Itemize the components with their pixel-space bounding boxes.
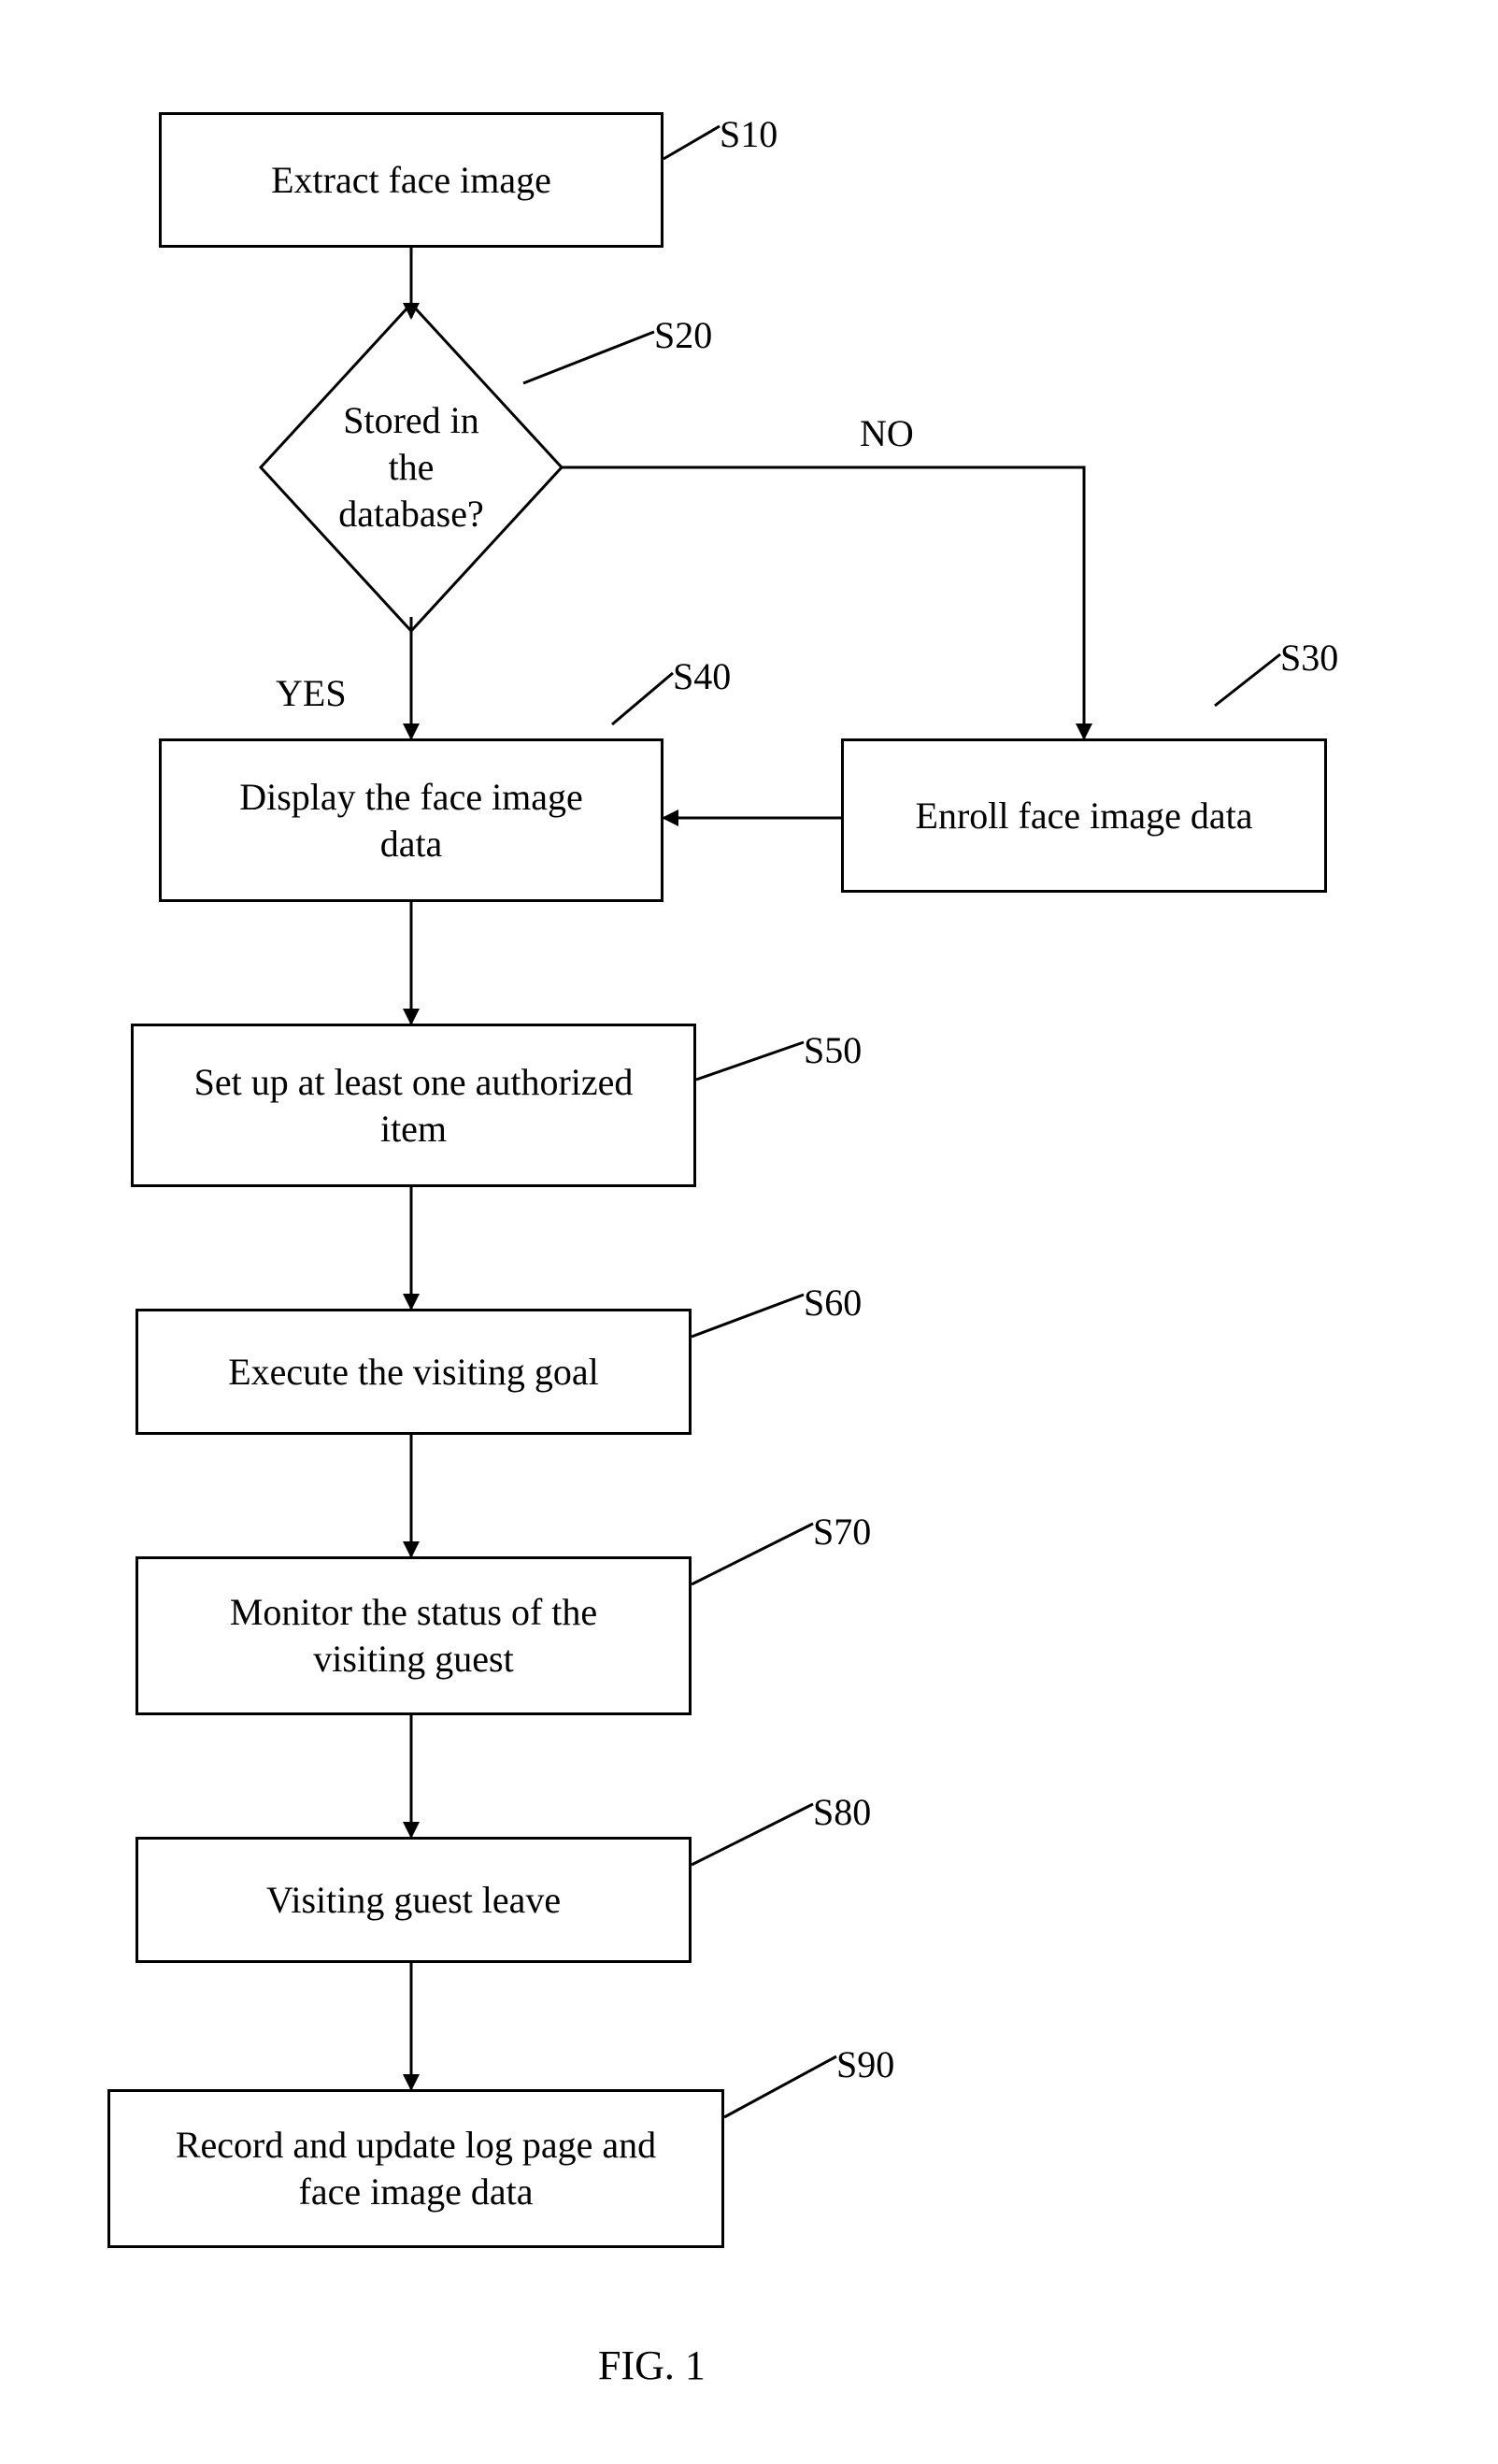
step-tag-s40: S40 [673,654,731,698]
tag-leader-s90 [724,2056,836,2117]
tag-leader-s10 [663,126,720,159]
node-text: Extract face image [271,157,551,204]
figure-caption: FIG. 1 [598,2342,706,2389]
node-text: Stored in the database? [330,397,493,537]
tag-leader-s50 [696,1042,804,1080]
node-s80: Visiting guest leave [136,1837,692,1963]
node-text: Visiting guest leave [266,1877,561,1924]
node-text: Set up at least one authorized item [194,1059,634,1153]
step-tag-s10: S10 [720,112,778,156]
edge-s20-s30 [561,467,1084,738]
tag-leader-s30 [1215,654,1280,706]
node-s20-label-wrap: Stored in the database? [248,304,575,631]
tag-leader-s60 [692,1295,804,1337]
node-s40: Display the face image data [159,738,663,902]
step-tag-s90: S90 [836,2042,894,2086]
flowchart-canvas: Extract face image S10 Stored in the datab… [0,0,1498,2464]
tag-leader-s70 [692,1524,813,1584]
tag-leader-s40 [612,673,673,724]
node-text: Enroll face image data [916,793,1253,839]
node-s10: Extract face image [159,112,663,248]
node-s90: Record and update log page and face imag… [107,2089,724,2248]
branch-label-yes: YES [276,671,347,715]
node-s70: Monitor the status of the visiting guest [136,1556,692,1715]
step-tag-s20: S20 [654,313,712,357]
node-text: Execute the visiting goal [228,1349,599,1396]
step-tag-s50: S50 [804,1028,862,1072]
branch-label-no: NO [860,411,914,455]
node-text: Monitor the status of the visiting guest [230,1589,597,1683]
node-text: Display the face image data [239,774,583,867]
node-text: Record and update log page and face imag… [176,2122,656,2215]
tag-leader-s80 [692,1804,813,1865]
step-tag-s80: S80 [813,1790,871,1834]
node-s60: Execute the visiting goal [136,1309,692,1435]
node-s50: Set up at least one authorized item [131,1024,696,1187]
step-tag-s30: S30 [1280,636,1338,680]
node-s30: Enroll face image data [841,738,1327,893]
step-tag-s60: S60 [804,1281,862,1325]
step-tag-s70: S70 [813,1510,871,1554]
